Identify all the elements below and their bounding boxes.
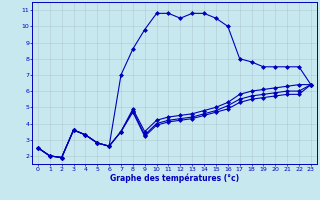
X-axis label: Graphe des températures (°c): Graphe des températures (°c)	[110, 174, 239, 183]
